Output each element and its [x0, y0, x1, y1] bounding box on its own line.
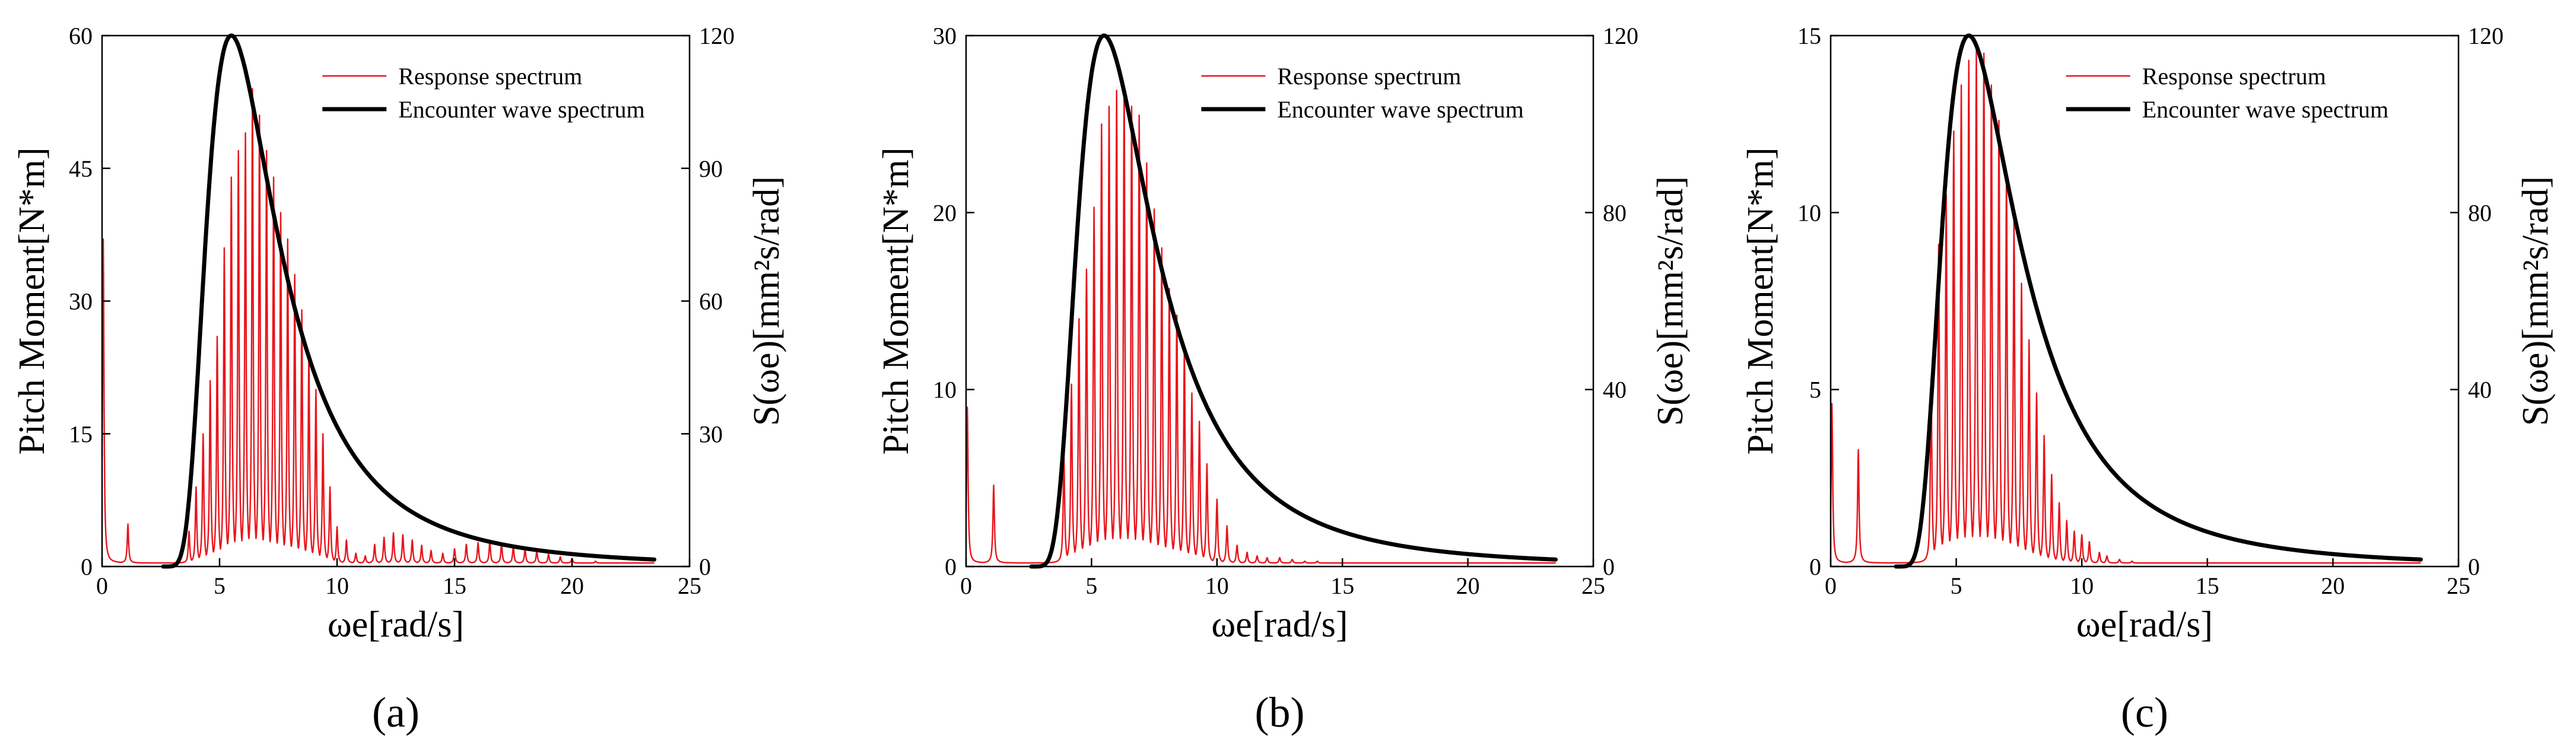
x-tick-label: 0: [96, 572, 108, 599]
y-axis-label: Pitch Moment[N*m]: [12, 147, 52, 454]
x-tick-label: 10: [2070, 572, 2094, 599]
y-tick-label: 10: [1797, 199, 1821, 226]
y2-tick-label: 0: [1603, 553, 1615, 580]
x-tick-label: 5: [214, 572, 225, 599]
y-tick-label: 0: [1809, 553, 1821, 580]
x-tick-label: 15: [1330, 572, 1354, 599]
y-tick-label: 45: [69, 155, 93, 182]
x-tick-label: 10: [1205, 572, 1229, 599]
y2-tick-label: 120: [699, 23, 735, 49]
x-tick-label: 25: [1581, 572, 1605, 599]
legend-label-encounter: Encounter wave spectrum: [1277, 96, 1523, 123]
y2-tick-label: 120: [2468, 23, 2504, 49]
y2-tick-label: 80: [2468, 199, 2492, 226]
x-tick-label: 20: [1456, 572, 1480, 599]
response-spectrum-line: [965, 88, 1557, 564]
y2-tick-label: 30: [699, 421, 723, 447]
y2-axis-label: S(ωe)[mm²s/rad]: [2515, 176, 2556, 426]
y2-axis-label: S(ωe)[mm²s/rad]: [1650, 176, 1691, 426]
y2-tick-label: 0: [699, 553, 711, 580]
x-tick-label: 20: [560, 572, 584, 599]
panel-label: (b): [1255, 689, 1305, 736]
y-axis-label: Pitch Moment[N*m]: [876, 147, 916, 454]
plot-frame: [1829, 34, 2460, 568]
encounter-spectrum-line: [1029, 33, 1558, 569]
legend-label-encounter: Encounter wave spectrum: [2142, 96, 2388, 123]
response-spectrum-line: [101, 88, 655, 564]
legend-label-response: Response spectrum: [398, 63, 582, 90]
x-axis-label: ωe[rad/s]: [2076, 604, 2213, 645]
y-tick-label: 15: [1797, 23, 1821, 49]
y2-tick-label: 0: [2468, 553, 2480, 580]
x-tick-label: 5: [1951, 572, 1962, 599]
x-axis-label: ωe[rad/s]: [1211, 604, 1348, 645]
y-tick-label: 30: [933, 23, 957, 49]
y-tick-label: 15: [69, 421, 93, 447]
y2-tick-label: 40: [1603, 377, 1627, 403]
legend-label-response: Response spectrum: [1277, 63, 1461, 90]
x-tick-label: 15: [2196, 572, 2219, 599]
legend-label-encounter: Encounter wave spectrum: [398, 96, 644, 123]
x-tick-label: 20: [2321, 572, 2345, 599]
x-tick-label: 10: [325, 572, 349, 599]
response-spectrum-line: [1829, 49, 2422, 564]
y2-tick-label: 120: [1603, 23, 1638, 49]
y-axis-label: Pitch Moment[N*m]: [1740, 147, 1781, 454]
y-tick-label: 20: [933, 199, 957, 226]
x-tick-label: 5: [1085, 572, 1097, 599]
plot-frame: [965, 34, 1594, 568]
legend-label-response: Response spectrum: [2142, 63, 2326, 90]
y2-tick-label: 80: [1603, 199, 1627, 226]
encounter-spectrum-line: [161, 33, 657, 569]
y-tick-label: 0: [945, 553, 957, 580]
y-tick-label: 10: [933, 377, 957, 403]
y-tick-label: 30: [69, 288, 93, 315]
encounter-spectrum-line: [1894, 33, 2423, 569]
chart-panel-2: 0 5 10 15 20 25010203004080120ωe[rad/s]Pitch …: [876, 23, 1691, 736]
y-tick-label: 0: [81, 553, 93, 580]
x-tick-label: 15: [443, 572, 466, 599]
y2-tick-label: 90: [699, 155, 723, 182]
y2-tick-label: 60: [699, 288, 723, 315]
y-tick-label: 5: [1809, 377, 1821, 403]
x-axis-label: ωe[rad/s]: [328, 604, 464, 645]
y-tick-label: 60: [69, 23, 93, 49]
x-tick-label: 25: [678, 572, 701, 599]
x-tick-label: 0: [960, 572, 972, 599]
panel-label: (a): [372, 689, 420, 736]
y2-axis-label: S(ωe)[mm²s/rad]: [747, 176, 787, 426]
panel-label: (c): [2121, 689, 2168, 736]
chart-panel-1: 0 5 10 15 20 250153045600306090120ωe[rad/s]Pi…: [12, 23, 787, 736]
y2-tick-label: 40: [2468, 377, 2492, 403]
x-tick-label: 25: [2447, 572, 2470, 599]
x-tick-label: 0: [1825, 572, 1837, 599]
